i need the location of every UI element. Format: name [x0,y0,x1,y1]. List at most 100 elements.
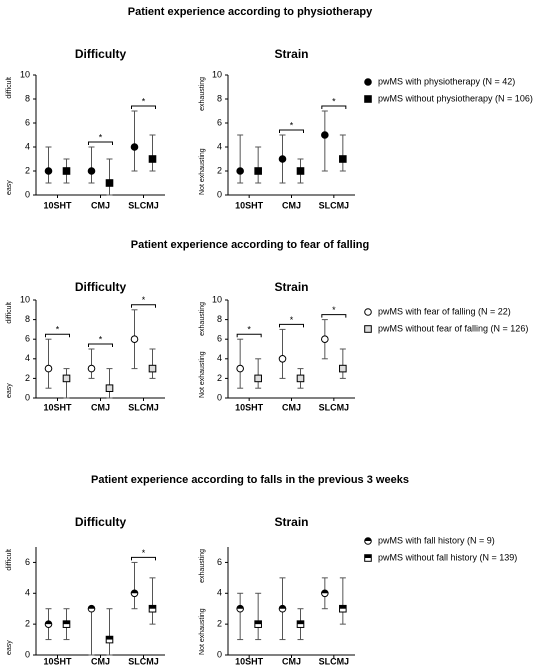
marker-shape [364,325,372,333]
y-tick-label: 8 [217,93,222,103]
marker [105,179,114,187]
section-title: Patient experience according to fear of … [131,239,369,251]
y-label-top: exhausting [199,77,206,111]
y-tick-label: 8 [25,93,30,103]
error-bar [237,338,244,389]
marker [364,554,372,562]
marker [364,95,372,103]
axes [227,75,355,196]
y-tick-label: 10 [212,294,222,304]
legend-label: pwMS without fall history (N = 139) [378,552,517,562]
error-bar [106,158,113,196]
y-tick-label: 4 [217,141,222,151]
marker-half [254,620,262,625]
error-bar [149,134,156,172]
marker-shape [254,374,262,383]
error-bar [45,338,52,389]
error-bar [63,368,70,399]
marker [236,604,244,613]
error-bar [279,328,286,379]
marker [236,167,244,175]
x-tick-label: 10SHT [235,656,264,666]
marker-shape [236,364,244,373]
significance-bracket [131,556,156,561]
y-tick-label: 6 [25,557,30,567]
x-tick-label: 10SHT [43,402,72,412]
significance-bracket [321,105,347,109]
y-tick-label: 0 [217,392,222,402]
marker-shape [148,155,157,163]
y-label-top: difficult [6,302,13,324]
axes [227,547,355,656]
y-tick-label: 2 [217,619,222,629]
y-tick-label: 2 [217,165,222,175]
marker-shape [278,355,287,363]
error-bar [255,358,262,389]
axes [35,300,165,399]
y-tick-label: 0 [25,392,30,402]
marker-half [279,605,286,609]
marker [296,620,305,628]
marker-half [339,605,347,609]
marker-shape [105,179,114,187]
marker [278,155,287,163]
y-label-bottom: Not exhausting [199,148,206,195]
y-tick-label: 2 [217,373,222,383]
significance-bracket [279,323,304,328]
significance-label: * [99,334,103,344]
y-tick-label: 4 [217,353,222,363]
marker-half [149,605,156,609]
significance-label: * [332,305,336,315]
significance-label: * [290,120,294,130]
x-tick-label: SLCMJ [128,200,159,210]
legend-label: pwMS with fall history (N = 9) [378,535,495,545]
marker [130,335,139,344]
marker [62,167,71,175]
y-tick-label: 6 [25,117,30,127]
marker [87,167,96,175]
error-bar [45,146,52,184]
significance-bracket [131,304,156,308]
marker [364,537,372,545]
marker-shape [339,364,347,373]
marker [278,604,287,613]
y-tick-label: 10 [20,69,30,79]
significance-label: * [142,295,146,305]
error-bar [131,561,138,610]
y-tick-label: 8 [217,314,222,324]
x-tick-label: CMJ [91,402,110,412]
marker [87,364,96,373]
y-label-bottom: easy [6,383,13,398]
y-tick-label: 0 [217,649,222,659]
x-tick-label: CMJ [91,656,110,666]
y-tick-label: 6 [217,557,222,567]
y-tick-label: 8 [25,314,30,324]
marker [130,143,139,151]
marker-shape [130,143,139,151]
error-bar [255,146,262,184]
marker-shape [364,308,372,316]
error-bar [106,608,113,656]
y-label-top: difficult [6,549,13,571]
error-bar [106,368,113,399]
marker-shape [321,335,329,344]
marker-shape [44,364,53,373]
marker [44,620,53,628]
y-tick-label: 6 [217,334,222,344]
panel-title: Difficulty [75,280,127,294]
error-bar [339,577,346,625]
x-tick-label: 10SHT [43,200,72,210]
significance-bracket [236,333,262,338]
legend-label: pwMS without fear of falling (N = 126) [378,323,528,333]
y-tick-label: 2 [25,619,30,629]
marker [62,374,71,383]
error-bar [88,348,95,379]
x-tick-label: SLCMJ [319,402,350,412]
panel-title: Strain [274,280,308,294]
significance-bracket [45,333,70,338]
y-tick-label: 0 [25,649,30,659]
marker [254,620,262,628]
error-bar [149,348,156,379]
axes [35,547,165,656]
y-label-top: difficult [6,77,13,99]
